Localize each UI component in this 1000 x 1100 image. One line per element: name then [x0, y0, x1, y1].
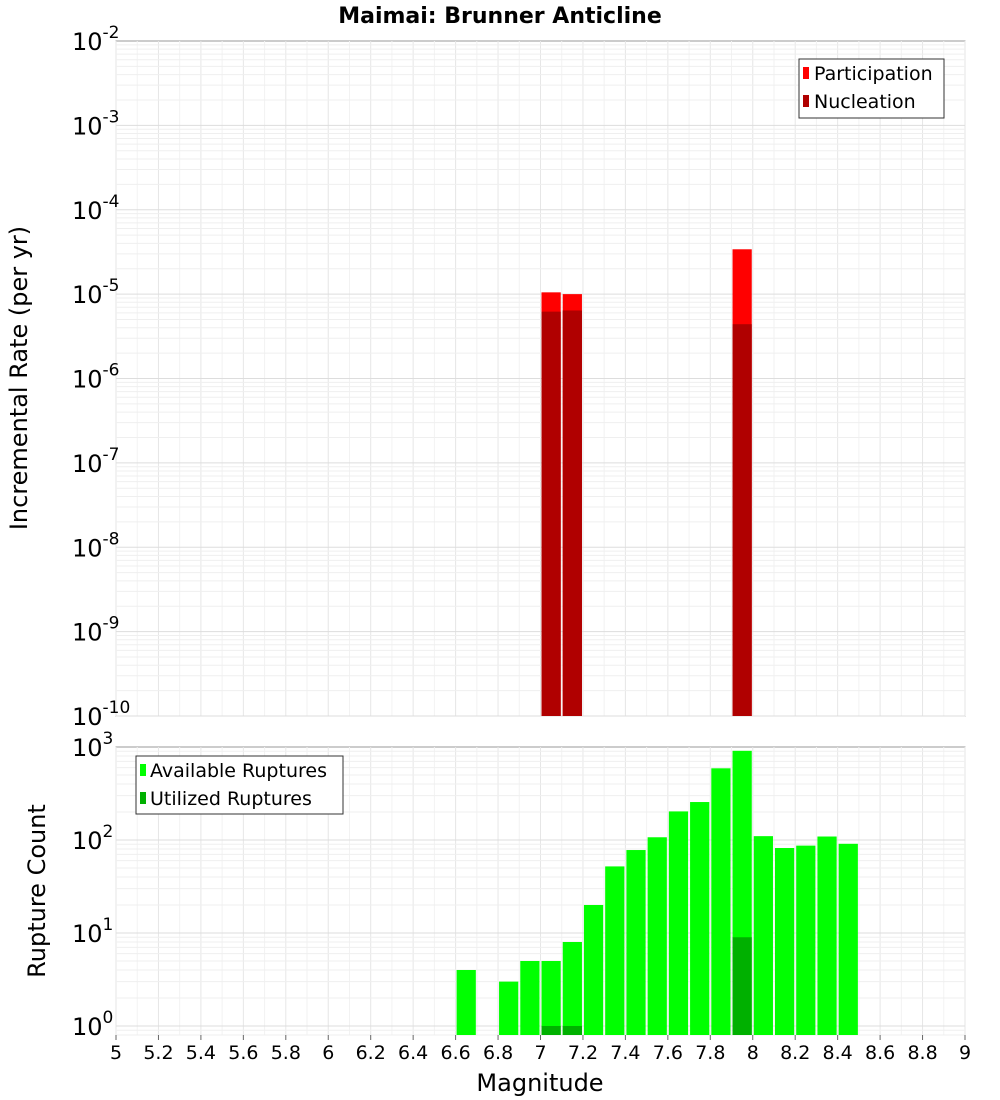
rate-nucleation-bar [732, 324, 752, 716]
x-tick-label: 7.8 [695, 1042, 725, 1064]
legend-available-label: Available Ruptures [150, 760, 327, 782]
x-tick-label: 5 [110, 1042, 122, 1064]
legend-participation-label: Participation [814, 63, 933, 85]
count-utilized-ruptures-bar [562, 1025, 582, 1035]
x-tick-label: 8.6 [865, 1042, 895, 1064]
bottom-y-tick-label: 103 [72, 729, 113, 762]
bottom-y-axis-label: Rupture Count [23, 804, 51, 978]
x-tick-label: 8.8 [907, 1042, 937, 1064]
count-available-ruptures-bar [690, 802, 710, 1035]
legend-participation-swatch [803, 67, 809, 79]
bottom-y-tick-label: 102 [72, 822, 113, 855]
top-y-tick-labels: 10-10 10-9 10-8 10-7 10-6 10-5 10-4 10-3 10-2 [72, 23, 130, 731]
count-available-ruptures-bar [817, 836, 837, 1035]
x-tick-label: 6.4 [398, 1042, 428, 1064]
count-available-ruptures-bar [753, 836, 773, 1035]
x-tick-label: 5.6 [228, 1042, 258, 1064]
count-available-ruptures-bar [711, 768, 731, 1035]
count-available-ruptures-bar [541, 960, 561, 1035]
top-y-tick-label: 10-4 [72, 192, 120, 225]
bottom-y-tick-labels: 100 101 102 103 [72, 729, 113, 1041]
top-y-tick-label: 10-3 [72, 107, 120, 140]
x-tick-label: 6.2 [356, 1042, 386, 1064]
top-y-tick-label: 10-8 [72, 529, 120, 562]
count-utilized-ruptures-bar [732, 937, 752, 1035]
legend-nucleation-label: Nucleation [814, 91, 916, 113]
top-y-tick-label: 10-6 [72, 361, 120, 394]
bottom-legend: Available Ruptures Utilized Ruptures [135, 755, 344, 815]
count-available-ruptures-bar [838, 843, 858, 1035]
x-tick-label: 9 [959, 1042, 971, 1064]
x-tick-label: 6.8 [483, 1042, 513, 1064]
top-y-tick-label: 10-9 [72, 614, 120, 647]
top-plot-bars [541, 249, 752, 716]
x-tick-label: 7.2 [568, 1042, 598, 1064]
x-tick-label: 7.4 [610, 1042, 640, 1064]
count-available-ruptures-bar [520, 960, 540, 1035]
legend-utilized-swatch [140, 792, 146, 804]
bottom-y-tick-label: 101 [72, 915, 113, 948]
count-available-ruptures-bar [668, 811, 689, 1035]
count-available-ruptures-bar [562, 942, 582, 1035]
x-tick-label: 5.2 [143, 1042, 173, 1064]
legend-nucleation-swatch [803, 95, 809, 107]
count-available-ruptures-bar [774, 848, 795, 1035]
top-legend-box [798, 58, 945, 119]
count-available-ruptures-bar [796, 845, 816, 1035]
bottom-plot-bars [456, 750, 858, 1035]
bottom-legend-box [135, 755, 344, 815]
legend-utilized-label: Utilized Ruptures [150, 788, 312, 810]
rate-nucleation-bar [541, 311, 561, 716]
top-y-tick-label: 10-7 [72, 445, 120, 478]
x-tick-label: 7 [534, 1042, 546, 1064]
x-tick-label: 5.4 [186, 1042, 216, 1064]
top-y-axis-label: Incremental Rate (per yr) [5, 226, 33, 530]
top-plot-grid [115, 41, 966, 717]
count-available-ruptures-bar [583, 904, 604, 1035]
x-tick-labels: 5 5.2 5.4 5.6 5.8 6 6.2 6.4 6.6 6.8 7 7.2 7.4 7.6 7.8 8… [110, 1035, 971, 1064]
count-available-ruptures-bar [456, 969, 476, 1035]
bottom-y-tick-label: 100 [72, 1008, 113, 1041]
x-tick-label: 6 [322, 1042, 334, 1064]
x-tick-label: 7.6 [653, 1042, 683, 1064]
top-y-tick-label: 10-10 [72, 698, 130, 731]
count-available-ruptures-bar [647, 837, 667, 1035]
top-legend: Participation Nucleation [798, 58, 945, 119]
x-tick-label: 8.4 [823, 1042, 853, 1064]
count-available-ruptures-bar [626, 850, 646, 1035]
rate-nucleation-bar [562, 310, 582, 716]
x-tick-label: 8.2 [780, 1042, 810, 1064]
chart-title: Maimai: Brunner Anticline [338, 4, 662, 29]
x-tick-label: 8 [747, 1042, 759, 1064]
count-available-ruptures-bar [605, 866, 625, 1035]
count-utilized-ruptures-bar [541, 1025, 561, 1035]
x-tick-label: 5.8 [271, 1042, 301, 1064]
top-y-tick-label: 10-5 [72, 276, 120, 309]
x-tick-label: 6.6 [440, 1042, 470, 1064]
x-axis-label: Magnitude [476, 1069, 603, 1097]
top-y-tick-label: 10-2 [72, 23, 120, 56]
count-available-ruptures-bar [499, 981, 519, 1035]
legend-available-swatch [140, 764, 146, 776]
